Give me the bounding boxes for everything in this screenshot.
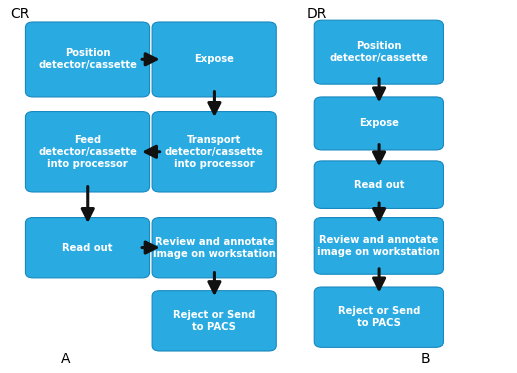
FancyBboxPatch shape [152, 291, 276, 351]
FancyBboxPatch shape [314, 20, 444, 84]
Text: Feed
detector/cassette
into processor: Feed detector/cassette into processor [38, 135, 137, 169]
Text: B: B [421, 352, 431, 366]
FancyBboxPatch shape [314, 97, 444, 150]
Text: A: A [61, 352, 71, 366]
FancyBboxPatch shape [152, 22, 276, 97]
FancyBboxPatch shape [152, 112, 276, 192]
FancyBboxPatch shape [25, 22, 149, 97]
Text: Reject or Send
to PACS: Reject or Send to PACS [173, 310, 255, 332]
Text: Read out: Read out [62, 243, 113, 253]
Text: Review and annotate
image on workstation: Review and annotate image on workstation [317, 235, 440, 257]
Text: Expose: Expose [359, 119, 399, 128]
Text: Expose: Expose [194, 54, 234, 65]
FancyBboxPatch shape [314, 161, 444, 209]
FancyBboxPatch shape [25, 217, 149, 278]
Text: CR: CR [10, 7, 29, 21]
Text: Position
detector/cassette: Position detector/cassette [329, 41, 428, 63]
Text: Read out: Read out [354, 180, 404, 190]
Text: DR: DR [307, 7, 327, 21]
FancyBboxPatch shape [25, 112, 149, 192]
FancyBboxPatch shape [314, 217, 444, 274]
FancyBboxPatch shape [314, 287, 444, 347]
Text: Position
detector/cassette: Position detector/cassette [38, 48, 137, 70]
Text: Review and annotate
image on workstation: Review and annotate image on workstation [153, 237, 276, 259]
Text: Transport
detector/cassette
into processor: Transport detector/cassette into process… [165, 135, 264, 169]
Text: Reject or Send
to PACS: Reject or Send to PACS [338, 306, 420, 328]
FancyBboxPatch shape [152, 217, 276, 278]
